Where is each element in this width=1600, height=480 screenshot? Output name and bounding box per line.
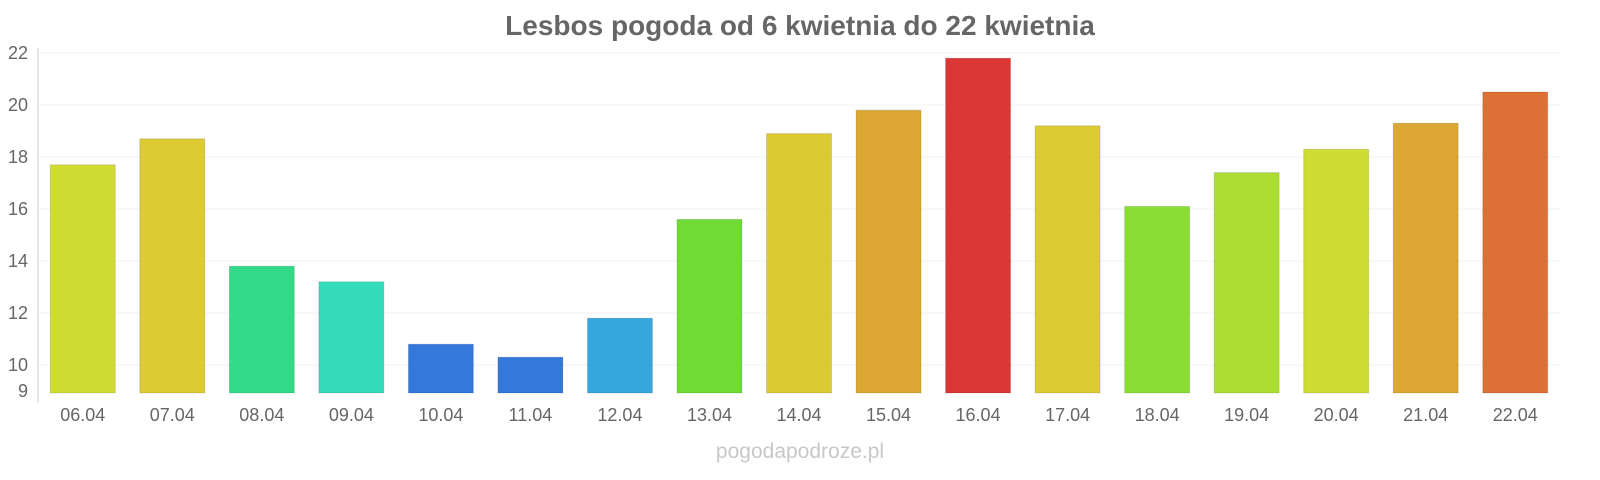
y-tick-label: 12: [8, 303, 28, 323]
bar-22.04: [1482, 91, 1549, 394]
bar-16.04: [945, 57, 1012, 394]
x-tick-label: 14.04: [776, 405, 821, 425]
bar-07.04: [139, 138, 206, 394]
bar-10.04: [407, 343, 474, 394]
x-tick-label: 13.04: [687, 405, 732, 425]
x-tick-label: 17.04: [1045, 405, 1090, 425]
x-tick-label: 15.04: [866, 405, 911, 425]
bar-09.04: [318, 281, 385, 394]
bar-13.04: [676, 218, 743, 394]
x-tick-label: 10.04: [418, 405, 463, 425]
x-tick-label: 06.04: [60, 405, 105, 425]
bar-18.04: [1124, 205, 1191, 394]
x-tick-label: 11.04: [509, 405, 553, 425]
bar-20.04: [1303, 148, 1370, 394]
x-tick-label: 22.04: [1493, 405, 1538, 425]
x-tick-label: 16.04: [956, 405, 1001, 425]
bar-14.04: [766, 133, 832, 394]
x-tick-label: 18.04: [1135, 405, 1180, 425]
watermark: pogodapodroze.pl: [715, 440, 885, 463]
y-tick-label: 16: [8, 199, 28, 219]
bar-12.04: [586, 317, 653, 394]
bar-19.04: [1213, 172, 1280, 394]
y-tick-label: 14: [8, 251, 28, 271]
y-tick-label: 9: [18, 381, 28, 401]
x-tick-label: 21.04: [1403, 405, 1448, 425]
chart-title: Lesbos pogoda od 6 kwietnia do 22 kwietn…: [505, 10, 1095, 41]
y-tick-label: 22: [8, 43, 28, 63]
x-tick-label: 20.04: [1314, 405, 1359, 425]
y-tick-label: 20: [8, 95, 28, 115]
y-tick-label: 18: [8, 147, 28, 167]
x-tick-label: 07.04: [150, 405, 195, 425]
x-tick-label: 19.04: [1224, 405, 1269, 425]
bar-08.04: [228, 265, 295, 394]
bar-06.04: [49, 164, 116, 394]
bar-21.04: [1392, 122, 1459, 394]
y-tick-label: 10: [8, 355, 28, 375]
x-tick-label: 09.04: [329, 405, 374, 425]
x-tick-label: 12.04: [597, 405, 642, 425]
bar-17.04: [1034, 125, 1101, 394]
x-tick-label: 08.04: [239, 405, 284, 425]
bar-15.04: [855, 109, 922, 394]
bar-11.04: [497, 356, 564, 394]
